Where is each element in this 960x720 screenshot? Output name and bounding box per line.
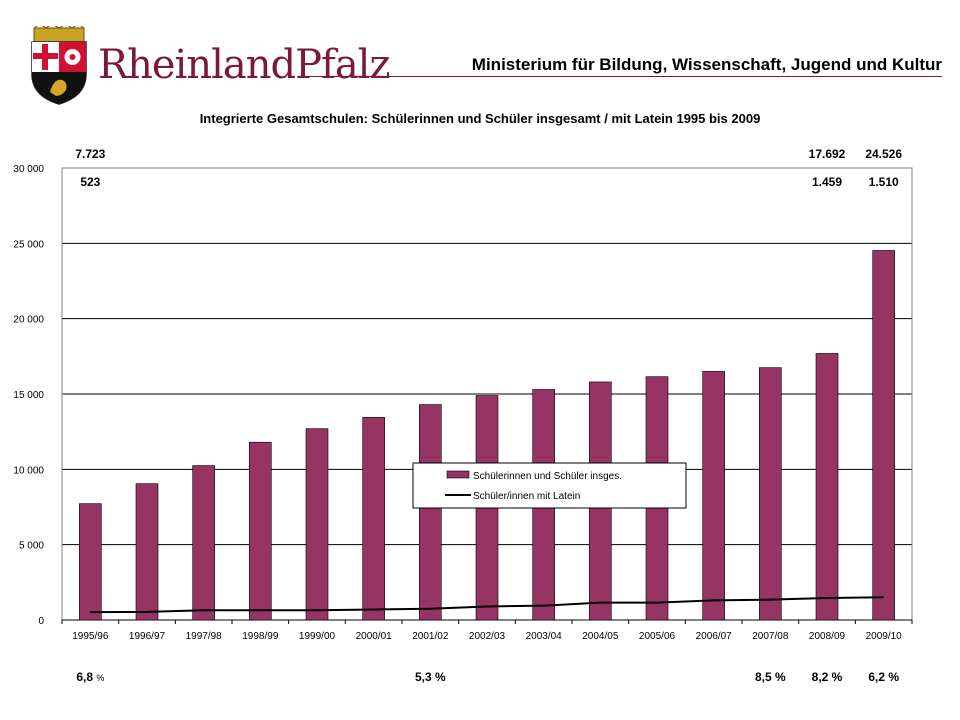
latin-series-line bbox=[90, 596, 884, 614]
brand-text: RheinlandPfalz bbox=[98, 42, 391, 88]
latin-data-label: 1.510 bbox=[869, 175, 899, 189]
bar bbox=[362, 417, 385, 621]
x-tick-label: 2004/05 bbox=[582, 631, 619, 642]
legend-bar-swatch bbox=[446, 470, 470, 479]
bar bbox=[249, 441, 272, 621]
bar bbox=[702, 371, 725, 621]
y-tick-label: 20 000 bbox=[13, 315, 44, 326]
coat-of-arms-icon bbox=[31, 23, 87, 105]
x-tick-label: 1996/97 bbox=[129, 631, 166, 642]
chart-title: Integrierte Gesamtschulen: Schülerinnen … bbox=[199, 111, 761, 126]
y-tick-label: 25 000 bbox=[13, 239, 44, 250]
bar bbox=[79, 503, 102, 621]
x-tick-label: 2005/06 bbox=[639, 631, 676, 642]
y-tick-label: 10 000 bbox=[13, 465, 44, 476]
percentage-label: 8,5 % bbox=[755, 670, 786, 684]
total-data-label: 24.526 bbox=[865, 147, 902, 161]
x-tick-label: 2000/01 bbox=[356, 631, 393, 642]
x-tick-label: 2008/09 bbox=[809, 631, 846, 642]
y-tick-label: 5 000 bbox=[19, 541, 44, 552]
ministry-title: Ministerium für Bildung, Wissenschaft, J… bbox=[471, 55, 942, 74]
bar bbox=[815, 353, 839, 621]
percentage-label: 6,8 % bbox=[76, 670, 104, 684]
latin-data-label: 1.459 bbox=[812, 175, 842, 189]
bar bbox=[305, 428, 329, 621]
bar bbox=[759, 367, 782, 621]
percentage-label: 5,3 % bbox=[415, 670, 446, 684]
legend-box bbox=[412, 462, 687, 509]
bar bbox=[135, 483, 159, 621]
bar bbox=[872, 250, 895, 621]
total-data-label: 7.723 bbox=[75, 147, 105, 161]
bar bbox=[192, 465, 215, 621]
y-tick-label: 30 000 bbox=[13, 164, 44, 175]
total-data-label: 17.692 bbox=[809, 147, 846, 161]
legend-label-latin: Schüler/innen mit Latein bbox=[473, 491, 580, 502]
y-tick-label: 0 bbox=[38, 616, 44, 627]
legend-label-total: Schülerinnen und Schüler insges. bbox=[473, 471, 622, 482]
rheinland-pfalz-logo: RheinlandPfalz bbox=[28, 23, 391, 106]
x-tick-label: 1997/98 bbox=[186, 631, 223, 642]
header-divider bbox=[305, 76, 942, 77]
x-tick-label: 1998/99 bbox=[242, 631, 279, 642]
x-tick-label: 1999/00 bbox=[299, 631, 336, 642]
x-tick-label: 2001/02 bbox=[412, 631, 449, 642]
y-tick-label: 15 000 bbox=[13, 390, 44, 401]
x-tick-label: 2002/03 bbox=[469, 631, 506, 642]
percentage-label: 6,2 % bbox=[868, 670, 899, 684]
x-tick-label: 1995/96 bbox=[72, 631, 109, 642]
x-tick-label: 2007/08 bbox=[752, 631, 789, 642]
latin-data-label: 523 bbox=[80, 175, 100, 189]
x-tick-label: 2009/10 bbox=[866, 631, 903, 642]
x-tick-label: 2006/07 bbox=[696, 631, 733, 642]
percentage-label: 8,2 % bbox=[812, 670, 843, 684]
x-tick-label: 2003/04 bbox=[526, 631, 563, 642]
bar bbox=[419, 404, 442, 621]
